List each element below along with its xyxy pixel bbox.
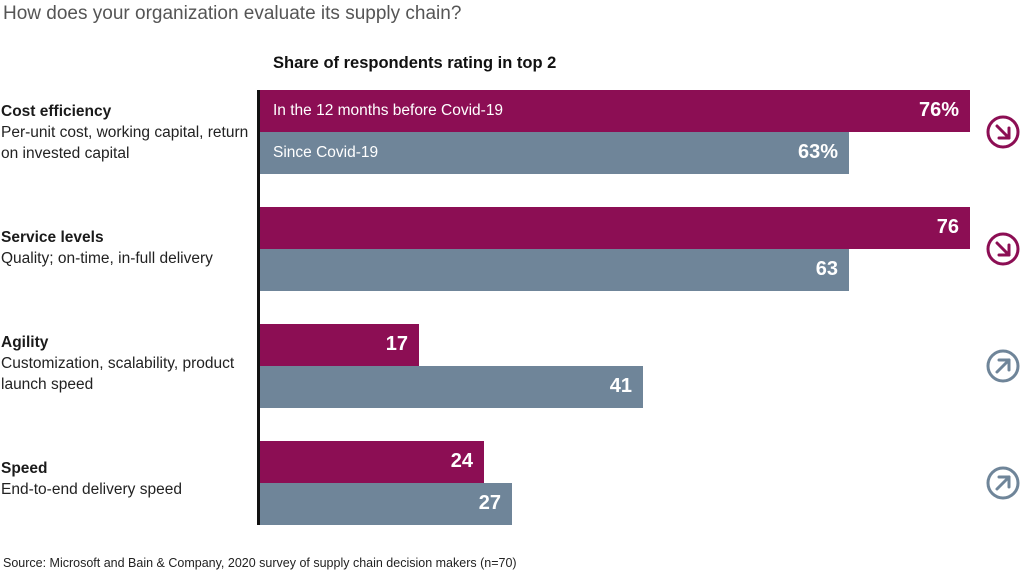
category-name: Speed	[1, 460, 48, 477]
bar-since-1: 63	[260, 249, 849, 291]
y-axis-line	[257, 90, 260, 525]
category-name: Cost efficiency	[1, 103, 112, 120]
bar-since-0: Since Covid-19 63%	[260, 132, 849, 174]
bar-value-label: 24	[450, 450, 473, 472]
arrow-down-right-icon	[986, 232, 1020, 266]
bar-value-label: 76	[936, 216, 959, 238]
category-description: Quality; on-time, in-full delivery	[1, 250, 213, 267]
category-name: Agility	[1, 334, 49, 351]
legend-label-since: Since Covid-19	[273, 144, 379, 161]
category-description: Customization, scalability, product laun…	[1, 355, 235, 393]
bar-value-label: 63	[815, 258, 838, 280]
category-description: Per-unit cost, working capital, return o…	[1, 124, 249, 162]
arrow-up-right-icon	[986, 349, 1020, 383]
bar-value-label: 27	[478, 492, 501, 514]
bar-value-label: 63%	[797, 141, 838, 163]
category-name: Service levels	[1, 229, 104, 246]
bar-before-3: 24	[260, 441, 484, 483]
bar-since-2: 41	[260, 366, 643, 408]
category-speed: Speed End-to-end delivery speed	[1, 459, 251, 500]
bar-before-2: 17	[260, 324, 419, 366]
category-description: End-to-end delivery speed	[1, 481, 182, 498]
category-agility: Agility Customization, scalability, prod…	[1, 333, 251, 395]
bar-value-label: 41	[609, 375, 632, 397]
legend-label-before: In the 12 months before Covid-19	[273, 102, 504, 119]
bar-value-label: 76%	[918, 99, 959, 121]
arrow-down-right-icon	[986, 115, 1020, 149]
bar-since-3: 27	[260, 483, 512, 525]
bar-before-1: 76	[260, 207, 970, 249]
question-text: How does your organization evaluate its …	[3, 3, 462, 24]
bar-before-0: In the 12 months before Covid-19 76%	[260, 90, 970, 132]
chart-subtitle: Share of respondents rating in top 2	[273, 54, 557, 72]
bar-value-label: 17	[385, 333, 408, 355]
category-cost-efficiency: Cost efficiency Per-unit cost, working c…	[1, 102, 251, 164]
category-service-levels: Service levels Quality; on-time, in-full…	[1, 228, 251, 269]
source-note: Source: Microsoft and Bain & Company, 20…	[3, 556, 517, 570]
arrow-up-right-icon	[986, 466, 1020, 500]
